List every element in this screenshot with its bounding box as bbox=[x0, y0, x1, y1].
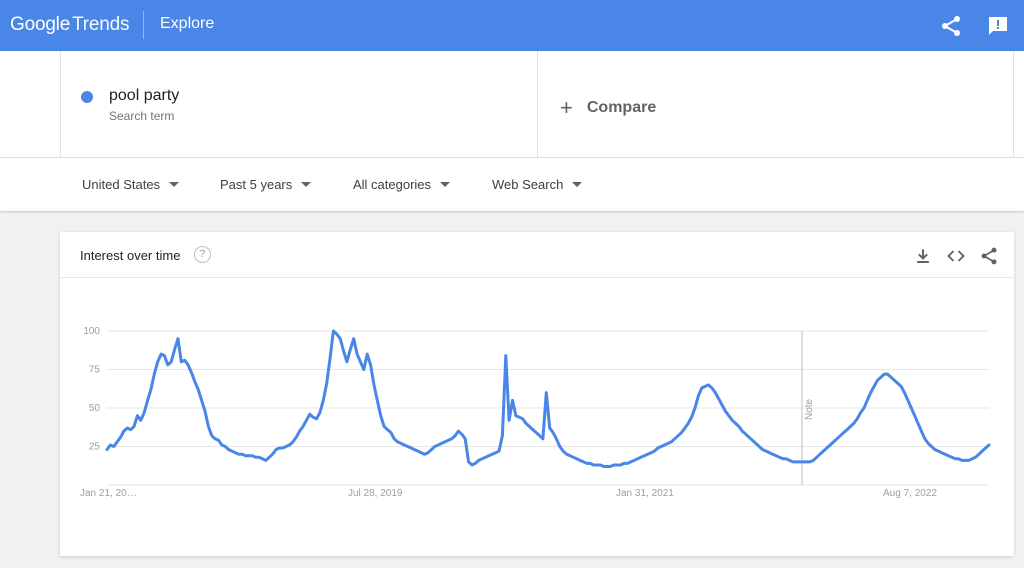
dropdown-arrow-icon bbox=[440, 182, 451, 187]
logo-trends-text: Trends bbox=[72, 14, 130, 35]
filter-bar: United States Past 5 years All categorie… bbox=[0, 158, 1024, 211]
compare-button[interactable]: + Compare bbox=[560, 95, 656, 121]
logo-google-text: Google bbox=[10, 14, 71, 35]
search-term-type: Search term bbox=[109, 109, 175, 123]
embed-icon[interactable] bbox=[946, 246, 966, 266]
search-area-divider bbox=[1013, 51, 1014, 157]
interest-line-chart[interactable]: 25 50 75 100 Jan 21, 20… Jul 28, 2019 Jan 31,… bbox=[60, 278, 1014, 556]
x-axis-labels: Jan 21, 20… Jul 28, 2019 Jan 31, 2021 Aug 7… bbox=[80, 488, 937, 499]
download-icon[interactable] bbox=[913, 246, 933, 266]
card-divider bbox=[60, 277, 1014, 278]
note-label[interactable]: Note bbox=[804, 398, 815, 420]
y-tick-label: 25 bbox=[89, 442, 101, 453]
section-title: Explore bbox=[160, 15, 215, 32]
google-trends-logo[interactable]: Google Trends bbox=[10, 14, 130, 36]
x-tick-label: Jul 28, 2019 bbox=[348, 488, 403, 499]
time-range-dropdown[interactable]: Past 5 years bbox=[220, 177, 312, 192]
top-app-bar: Google Trends Explore bbox=[0, 0, 1024, 51]
card-title: Interest over time bbox=[80, 248, 181, 263]
search-term-box[interactable]: pool party Search term bbox=[60, 51, 538, 157]
time-range-label: Past 5 years bbox=[220, 177, 293, 192]
compare-label: Compare bbox=[586, 99, 657, 116]
interest-over-time-card: Interest over time ? 25 50 75 100 Jan 21, 2… bbox=[60, 232, 1014, 556]
search-term-area: pool party Search term + Compare bbox=[0, 51, 1024, 158]
note-marker[interactable]: Note bbox=[801, 331, 815, 485]
search-term[interactable]: pool party bbox=[109, 87, 180, 104]
dropdown-arrow-icon bbox=[301, 182, 312, 187]
dropdown-arrow-icon bbox=[169, 182, 180, 187]
x-tick-label: Aug 7, 2022 bbox=[883, 488, 937, 499]
share-icon[interactable] bbox=[939, 14, 963, 38]
y-tick-label: 100 bbox=[83, 326, 100, 337]
feedback-icon[interactable] bbox=[986, 14, 1010, 38]
series-line-pool-party bbox=[105, 329, 991, 468]
x-tick-label: Jan 21, 20… bbox=[80, 488, 137, 499]
header-divider bbox=[143, 11, 144, 39]
y-tick-label: 50 bbox=[89, 403, 101, 414]
category-label: All categories bbox=[353, 177, 432, 192]
search-type-label: Web Search bbox=[492, 177, 564, 192]
help-icon[interactable]: ? bbox=[194, 246, 211, 263]
term-color-dot bbox=[81, 91, 93, 103]
y-tick-label: 75 bbox=[89, 365, 101, 376]
dropdown-arrow-icon bbox=[572, 182, 583, 187]
region-dropdown[interactable]: United States bbox=[82, 177, 180, 192]
plus-icon: + bbox=[560, 95, 573, 120]
search-type-dropdown[interactable]: Web Search bbox=[492, 177, 583, 192]
x-tick-label: Jan 31, 2021 bbox=[616, 488, 674, 499]
y-axis-labels: 25 50 75 100 bbox=[83, 326, 100, 453]
category-dropdown[interactable]: All categories bbox=[353, 177, 451, 192]
share-icon[interactable] bbox=[979, 246, 999, 266]
region-label: United States bbox=[82, 177, 161, 192]
